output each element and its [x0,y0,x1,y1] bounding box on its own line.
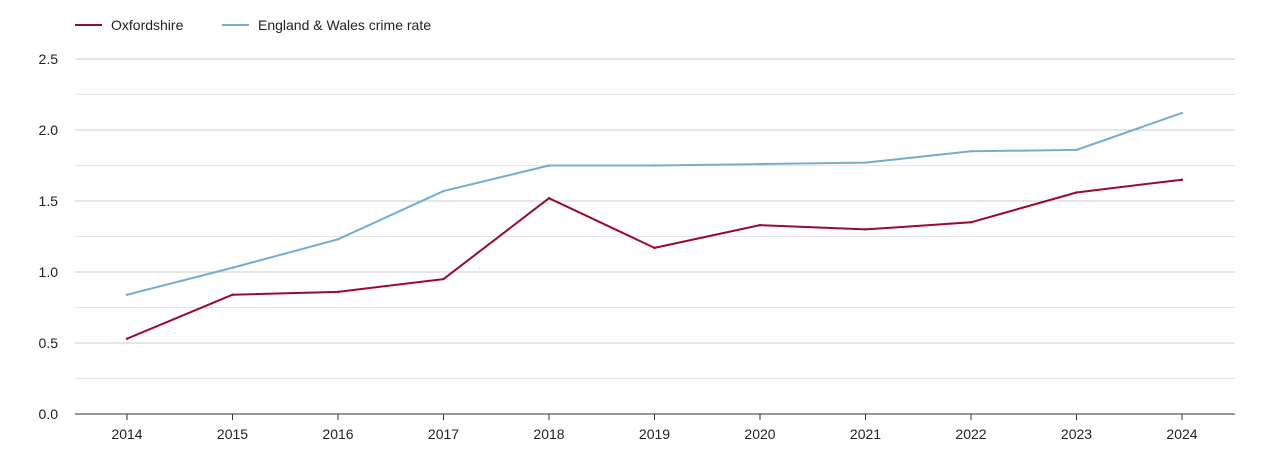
y-axis-ticks: 0.0 0.5 1.0 1.5 2.0 2.5 [39,51,59,422]
x-tick-label: 2023 [1061,426,1092,442]
x-tick-label: 2019 [639,426,670,442]
y-tick-label: 2.5 [39,51,59,67]
series-line-england-wales-crime-rate [126,111,1183,296]
y-tick-label: 1.0 [39,264,59,280]
data-point-oxfordshire [231,293,234,296]
x-tick-label: 2014 [111,426,142,442]
data-series [125,111,1184,340]
data-point-england-wales-crime-rate [1075,148,1078,152]
data-point-oxfordshire [547,196,551,200]
y-tick-label: 0.0 [39,406,59,422]
data-point-oxfordshire [969,221,973,224]
data-point-oxfordshire [1180,178,1184,181]
y-tick-label: 2.0 [39,122,59,138]
data-point-oxfordshire [758,223,762,227]
x-tick-label: 2020 [744,426,775,442]
series-line-oxfordshire [126,178,1183,340]
data-point-england-wales-crime-rate [1180,111,1184,115]
x-tick-label: 2017 [428,426,459,442]
data-point-oxfordshire [442,277,445,281]
x-tick-label: 2022 [955,426,986,442]
x-tick-label: 2018 [533,426,564,442]
x-axis-ticks: 2014 2015 2016 2017 2018 2019 2020 2021 2022 2023… [111,414,1198,442]
legend-label-england-wales: England & Wales crime rate [258,17,431,33]
data-point-oxfordshire [125,337,129,340]
data-point-england-wales-crime-rate [125,293,129,296]
data-point-england-wales-crime-rate [653,164,656,167]
data-point-oxfordshire [1075,191,1078,194]
data-point-england-wales-crime-rate [864,161,867,164]
data-point-england-wales-crime-rate [758,162,762,166]
x-tick-label: 2021 [850,426,881,442]
data-point-england-wales-crime-rate [336,238,340,241]
x-tick-label: 2024 [1166,426,1197,442]
legend-label-oxfordshire: Oxfordshire [111,17,184,33]
data-point-oxfordshire [336,290,340,294]
data-point-oxfordshire [864,228,867,231]
x-tick-label: 2016 [322,426,353,442]
y-tick-label: 1.5 [39,193,59,209]
data-point-england-wales-crime-rate [442,189,445,193]
x-tick-label: 2015 [217,426,248,442]
data-point-oxfordshire [653,246,656,250]
data-point-england-wales-crime-rate [969,150,973,153]
data-point-england-wales-crime-rate [547,164,551,167]
data-point-england-wales-crime-rate [231,266,234,269]
chart-legend: Oxfordshire England & Wales crime rate [75,17,431,33]
y-tick-label: 0.5 [39,335,59,351]
grid-lines [75,58,1235,379]
